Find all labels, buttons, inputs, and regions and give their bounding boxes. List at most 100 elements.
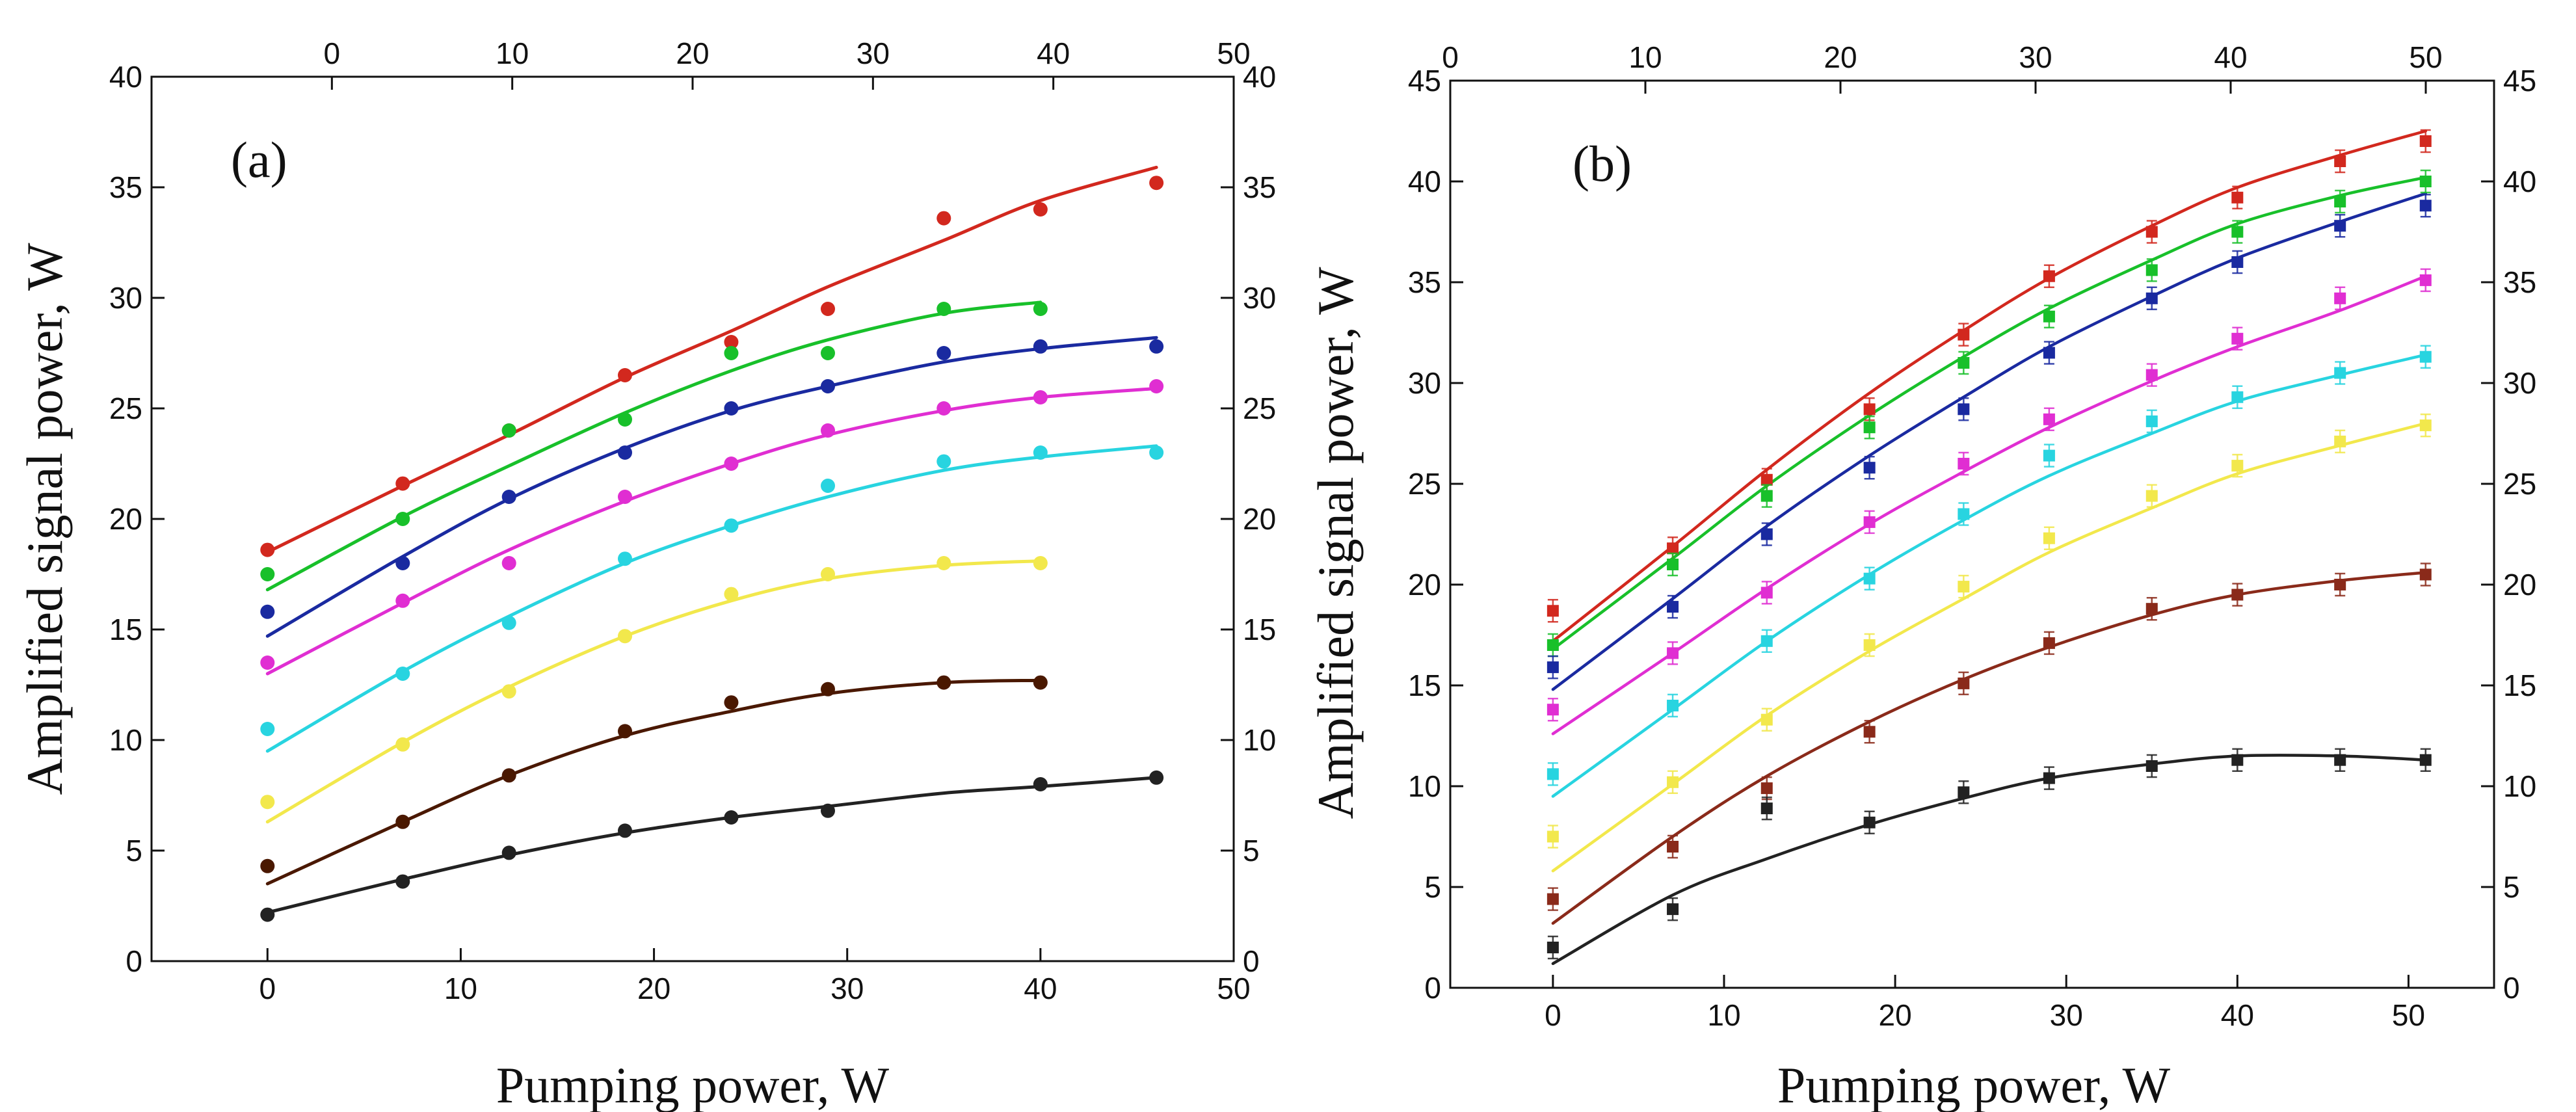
data-point-cyan	[2043, 449, 2055, 462]
data-point-yellow	[501, 684, 516, 699]
fit-line-green	[265, 300, 1042, 592]
data-point-red	[395, 476, 410, 491]
data-point-magenta	[821, 423, 835, 438]
data-point-red	[1149, 176, 1164, 191]
data-point-brown	[936, 675, 951, 690]
data-point-green	[2231, 226, 2244, 238]
data-point-red	[260, 542, 275, 557]
fit-line-green	[1551, 176, 2428, 651]
data-point-cyan	[1863, 572, 1876, 585]
fit-line-red	[1551, 129, 2428, 643]
y-tick-label: 20	[1408, 568, 1441, 602]
data-point-yellow	[936, 556, 951, 570]
data-point-magenta	[2419, 274, 2432, 286]
data-point-black	[2231, 754, 2244, 766]
data-point-navy	[724, 401, 739, 416]
top-x-tick-label: 30	[2019, 40, 2052, 74]
data-point-cyan	[2419, 351, 2432, 363]
data-point-magenta	[2334, 292, 2346, 304]
data-point-red	[2043, 270, 2055, 282]
data-point-green	[724, 346, 739, 360]
data-point-magenta	[2043, 413, 2055, 425]
data-point-green	[1033, 302, 1048, 316]
y-axis-label: Amplified signal power, W	[1307, 267, 1364, 819]
data-point-cyan	[2231, 391, 2244, 403]
y-tick-label: 15	[1408, 669, 1441, 702]
data-point-green	[2043, 310, 2055, 323]
data-point-black	[2043, 772, 2055, 784]
fit-line-navy	[265, 336, 1158, 638]
data-point-magenta	[1149, 379, 1164, 393]
top-x-tick-label: 0	[324, 36, 341, 70]
data-point-cyan	[724, 518, 739, 533]
data-point-red	[821, 302, 835, 316]
top-x-tick-label: 30	[856, 36, 890, 70]
data-point-black	[2334, 754, 2346, 766]
data-point-brown	[2145, 603, 2158, 615]
data-point-brown	[395, 814, 410, 829]
fit-line-black	[1551, 754, 2428, 966]
fit-lines	[1551, 129, 2428, 966]
data-point-green	[1760, 490, 1773, 502]
data-point-red	[1667, 542, 1679, 555]
y-tick-label: 40	[1408, 165, 1441, 198]
data-point-red	[1863, 403, 1876, 416]
data-point-cyan	[1760, 635, 1773, 647]
chart-panel-b: 0 10 20 30 40 50 0 10 20 30 40 50 0 0 5 5 10 10 15 15 20 20 25…	[1307, 40, 2536, 1112]
x-tick-label: 40	[1024, 972, 1057, 1005]
data-point-cyan	[1033, 445, 1048, 460]
fit-line-magenta	[265, 386, 1158, 676]
data-point-magenta	[1760, 587, 1773, 599]
data-point-yellow	[724, 587, 739, 602]
x-tick-label: 40	[2221, 998, 2254, 1032]
top-x-tick-label: 20	[676, 36, 709, 70]
right-y-tick-label: 15	[1243, 613, 1276, 646]
data-point-brown	[1760, 782, 1773, 795]
x-tick-label: 10	[444, 972, 477, 1005]
data-point-black	[2145, 760, 2158, 772]
fit-line-yellow	[1551, 421, 2428, 873]
data-point-navy	[1958, 403, 1970, 416]
y-tick-label: 10	[1408, 769, 1441, 803]
x-axis-label: Pumping power, W	[496, 1057, 890, 1112]
data-point-yellow	[2043, 532, 2055, 544]
data-point-navy	[2334, 220, 2346, 232]
data-point-brown	[2043, 637, 2055, 649]
right-y-tick-label: 40	[1243, 60, 1276, 94]
data-point-cyan	[936, 454, 951, 469]
data-point-magenta	[2231, 332, 2244, 345]
x-tick-label: 30	[830, 972, 864, 1005]
data-point-green	[936, 302, 951, 316]
data-point-black	[1547, 942, 1559, 953]
data-point-black	[821, 803, 835, 818]
x-axis-label: Pumping power, W	[1777, 1057, 2171, 1112]
data-point-yellow	[821, 567, 835, 581]
data-point-magenta	[260, 655, 275, 670]
data-point-magenta	[395, 593, 410, 608]
data-point-yellow	[2231, 460, 2244, 472]
tick-marks	[1449, 79, 2494, 989]
y-tick-label: 30	[1408, 366, 1441, 400]
data-point-red	[618, 368, 632, 382]
data-point-yellow	[2419, 419, 2432, 432]
data-markers	[260, 176, 1164, 922]
data-point-navy	[618, 445, 632, 460]
right-y-tick-label: 25	[1243, 391, 1276, 425]
top-x-tick-label: 10	[496, 36, 529, 70]
data-point-red	[2334, 155, 2346, 167]
top-x-tick-label: 40	[1037, 36, 1070, 70]
data-point-brown	[260, 858, 275, 873]
data-point-navy	[2231, 256, 2244, 268]
data-point-magenta	[1547, 704, 1559, 716]
data-point-navy	[1033, 339, 1048, 354]
plot-frame	[1449, 79, 2495, 989]
data-point-brown	[1958, 677, 1970, 689]
top-x-tick-label: 20	[1824, 40, 1857, 74]
data-point-magenta	[1667, 647, 1679, 659]
top-x-tick-label: 50	[1217, 36, 1250, 70]
data-point-black	[724, 810, 739, 825]
data-point-magenta	[1958, 458, 1970, 470]
data-point-cyan	[1667, 700, 1679, 711]
right-y-tick-label: 0	[1243, 944, 1260, 978]
